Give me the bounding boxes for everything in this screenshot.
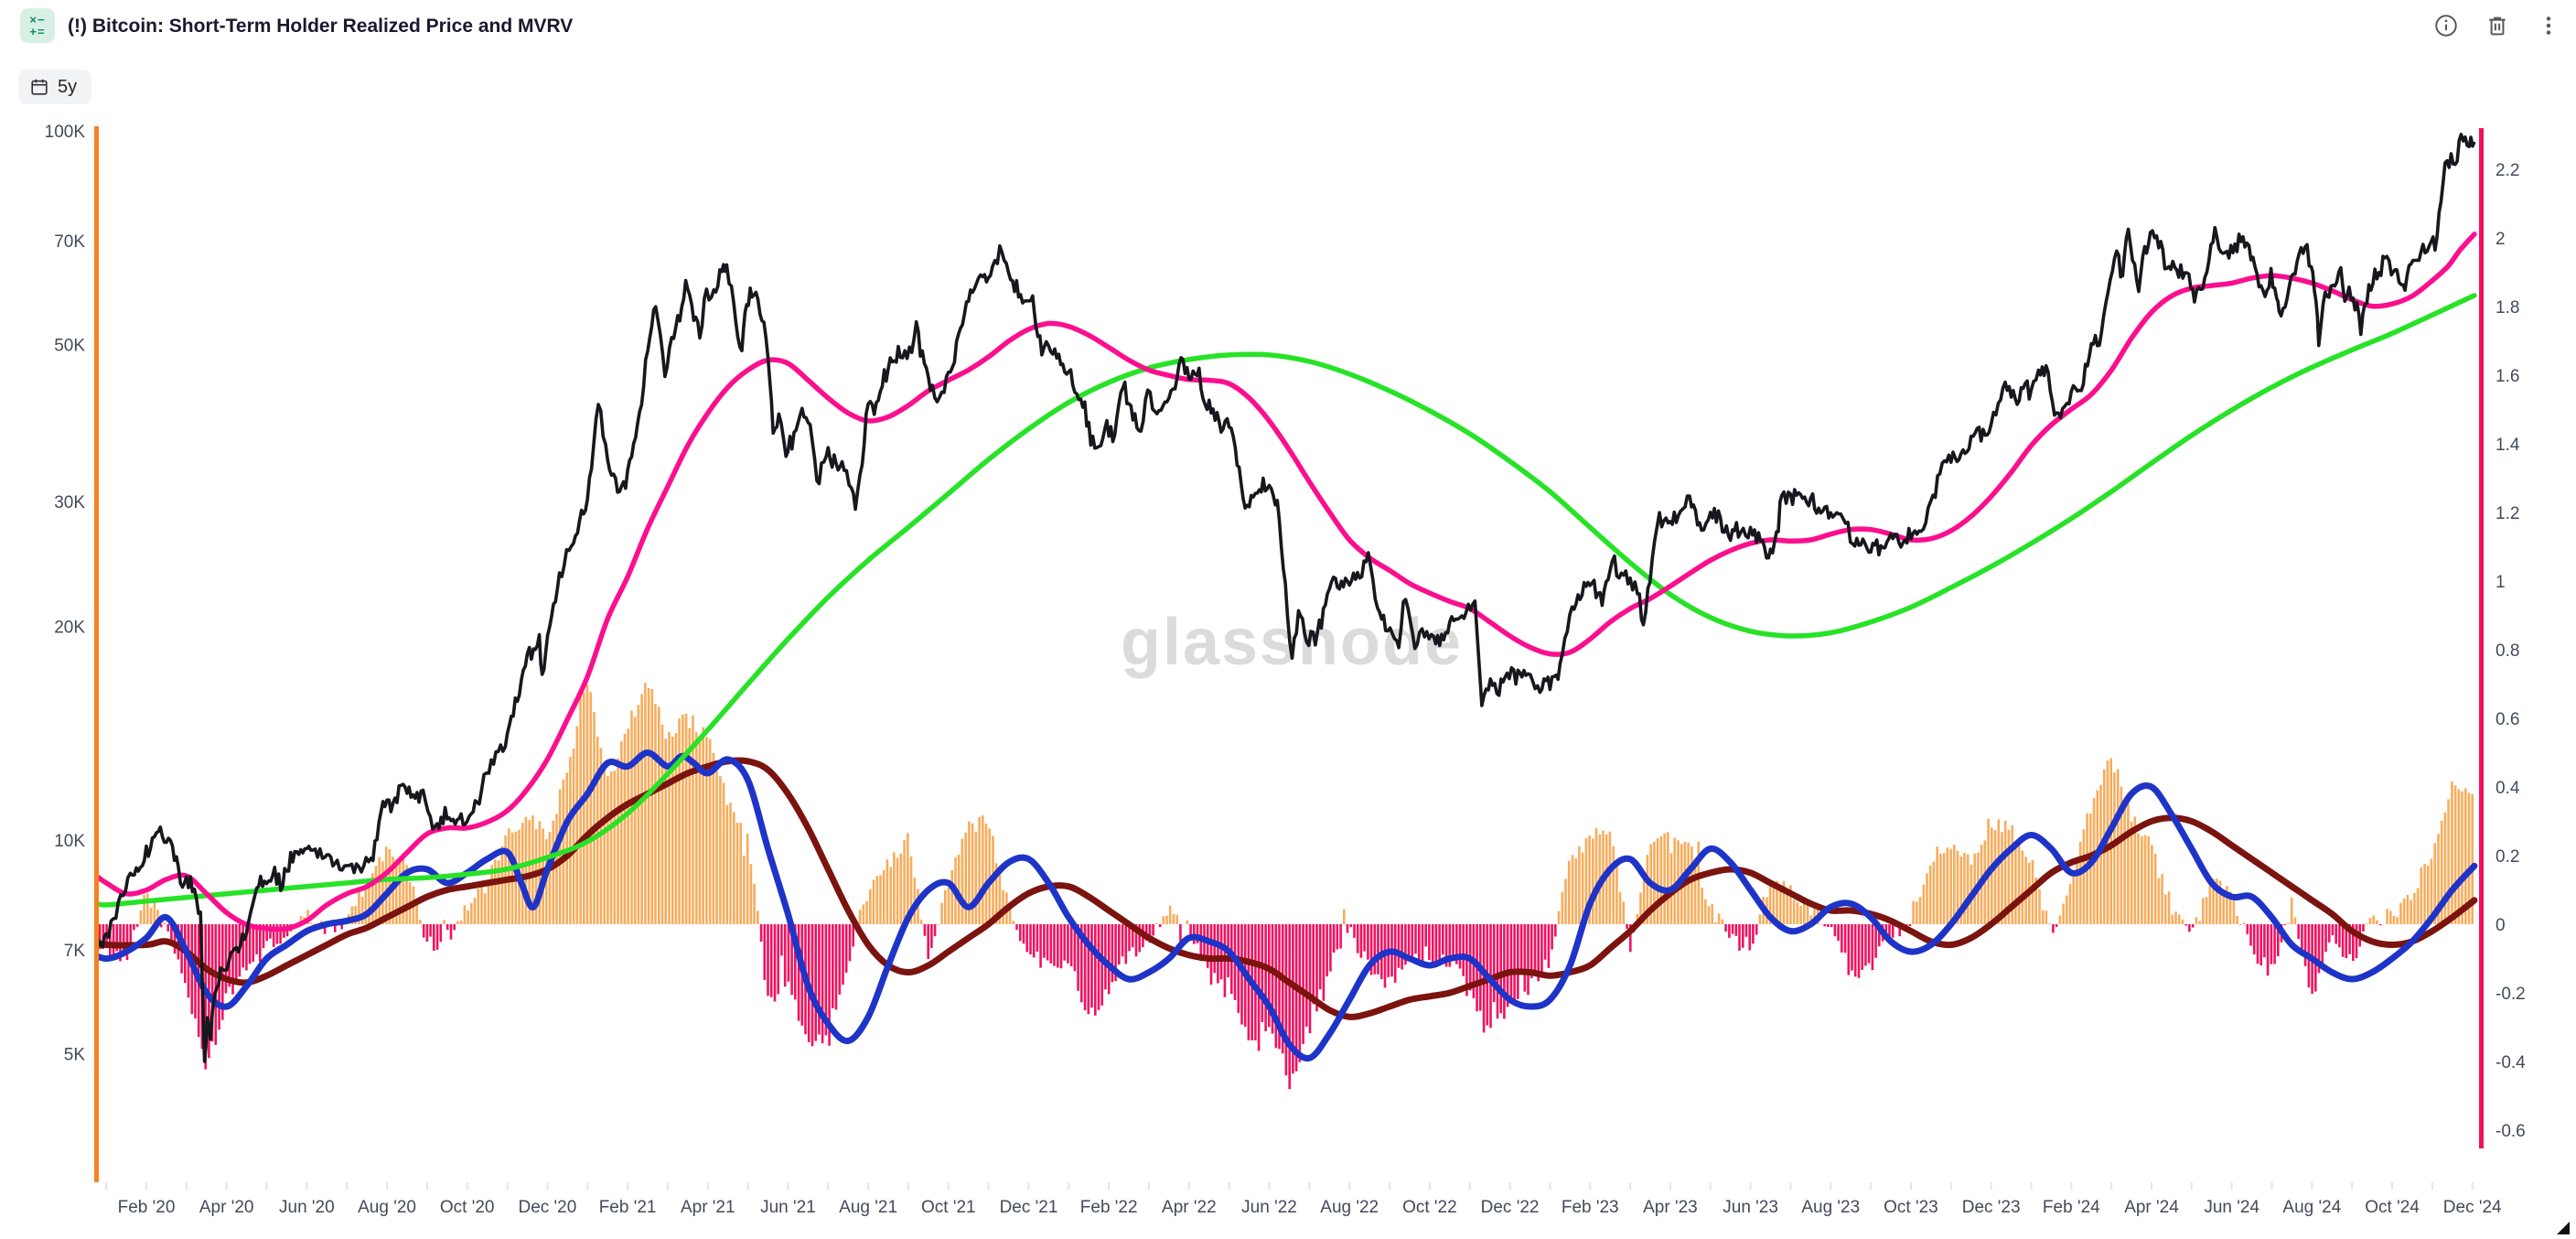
right-axis-tick-label: 0.8 [2496, 641, 2519, 661]
time-range-label: 5y [58, 76, 78, 97]
x-axis-tick-label: Feb '23 [1562, 1198, 1619, 1217]
x-axis-tick-label: Apr '23 [1643, 1198, 1698, 1217]
left-axis-tick-label: 10K [54, 832, 85, 851]
right-axis-tick-label: 1.4 [2496, 436, 2520, 455]
header-actions [2431, 11, 2563, 40]
x-axis-tick-label: Oct '24 [2365, 1198, 2420, 1217]
time-range-button[interactable]: 5y [18, 70, 92, 104]
right-axis-tick-label: 1.6 [2496, 367, 2519, 386]
right-axis-tick-label: 2 [2496, 230, 2506, 249]
right-axis-tick-label: -0.6 [2496, 1122, 2526, 1141]
right-axis-tick-label: -0.2 [2496, 985, 2526, 1004]
watermark: glassnode [1121, 606, 1463, 679]
x-axis-tick-label: Apr '21 [681, 1198, 735, 1217]
left-axis-tick-label: 30K [54, 493, 85, 512]
right-axis-tick-label: -0.4 [2496, 1053, 2526, 1072]
right-axis-tick-label: 1.2 [2496, 504, 2519, 523]
x-axis-tick-label: Oct '21 [921, 1198, 976, 1217]
left-axis-line [94, 126, 99, 1182]
mvrv-slow-moving-average-line [95, 757, 2478, 1020]
left-axis-tick-label: 100K [45, 123, 86, 142]
x-axis-tick-label: Jun '22 [1241, 1198, 1297, 1217]
x-axis-tick-label: Aug '24 [2282, 1198, 2341, 1217]
left-axis-tick-label: 20K [54, 619, 85, 638]
kebab-menu-icon[interactable] [2534, 11, 2563, 40]
x-axis-tick-label: Dec '21 [1000, 1198, 1058, 1217]
left-axis-tick-label: 70K [54, 232, 85, 252]
left-axis-tick-label: 5K [64, 1045, 86, 1064]
right-axis-tick-label: 1.8 [2496, 298, 2519, 318]
right-axis-tick-label: 0.2 [2496, 847, 2519, 867]
formula-icon-row2: += [29, 25, 46, 38]
x-axis-tick-label: Oct '20 [440, 1198, 495, 1217]
formula-icon: ×− += [20, 8, 55, 43]
x-axis-tick-label: Jun '24 [2204, 1198, 2259, 1217]
x-axis-tick-label: Feb '22 [1080, 1198, 1138, 1217]
x-axis-tick-label: Aug '23 [1801, 1198, 1860, 1217]
right-axis-tick-label: 0.4 [2496, 779, 2520, 798]
price-line [95, 133, 2476, 1063]
left-axis-tick-label: 7K [64, 942, 86, 961]
yearly-moving-average-line [95, 293, 2477, 908]
x-axis-tick-label: Aug '22 [1320, 1198, 1379, 1217]
left-axis-tick-label: 50K [54, 336, 85, 355]
chart-toolbar: 5y [0, 57, 2576, 104]
info-icon[interactable] [2431, 11, 2461, 40]
calendar-icon [31, 79, 48, 95]
trash-icon[interactable] [2483, 11, 2512, 40]
x-axis-tick-label: Dec '22 [1481, 1198, 1540, 1217]
x-axis-tick-label: Apr '20 [199, 1198, 254, 1217]
chart-title: (!) Bitcoin: Short-Term Holder Realized … [68, 16, 574, 37]
x-axis-tick-label: Feb '20 [118, 1198, 176, 1217]
formula-icon-row1: ×− [29, 13, 46, 27]
chart-header: ×− += (!) Bitcoin: Short-Term Holder Rea… [0, 0, 2576, 55]
resize-handle-icon[interactable] [2556, 1221, 2571, 1235]
x-axis-tick-label: Dec '20 [518, 1198, 576, 1217]
x-axis-tick-label: Feb '24 [2043, 1198, 2100, 1217]
x-axis-tick-label: Aug '21 [839, 1198, 897, 1217]
mvrv-fast-moving-average-line [95, 749, 2478, 1062]
right-axis-tick-label: 1 [2496, 573, 2506, 592]
right-axis-tick-label: 0 [2496, 916, 2506, 935]
price-mvrv-chart[interactable]: glassnode 100K 70K 50K 30K 20K 10K 7K 5K 2.2 2 1.8 1… [0, 101, 2576, 1239]
x-axis-tick-label: Jun '23 [1723, 1198, 1778, 1217]
right-axis-line [2479, 128, 2484, 1148]
x-axis-tick-label: Oct '23 [1884, 1198, 1938, 1217]
x-axis-tick-label: Dec '23 [1962, 1198, 2021, 1217]
x-axis-tick-label: Apr '22 [1162, 1198, 1217, 1217]
x-axis-tick-label: Feb '21 [599, 1198, 657, 1217]
x-axis-tick-label: Oct '22 [1402, 1198, 1457, 1217]
x-axis-tick-label: Dec '24 [2443, 1198, 2502, 1217]
x-axis-tick-label: Aug '20 [358, 1198, 416, 1217]
right-axis-tick-label: 0.6 [2496, 710, 2519, 729]
x-axis-tick-label: Jun '21 [760, 1198, 816, 1217]
short-term-holder-realized-price-line [95, 232, 2477, 932]
mvrv-area-negative [95, 924, 2386, 1090]
x-axis-tick-label: Apr '24 [2124, 1198, 2179, 1217]
x-axis-tick-label: Jun '20 [279, 1198, 335, 1217]
right-axis-tick-label: 2.2 [2496, 161, 2519, 180]
